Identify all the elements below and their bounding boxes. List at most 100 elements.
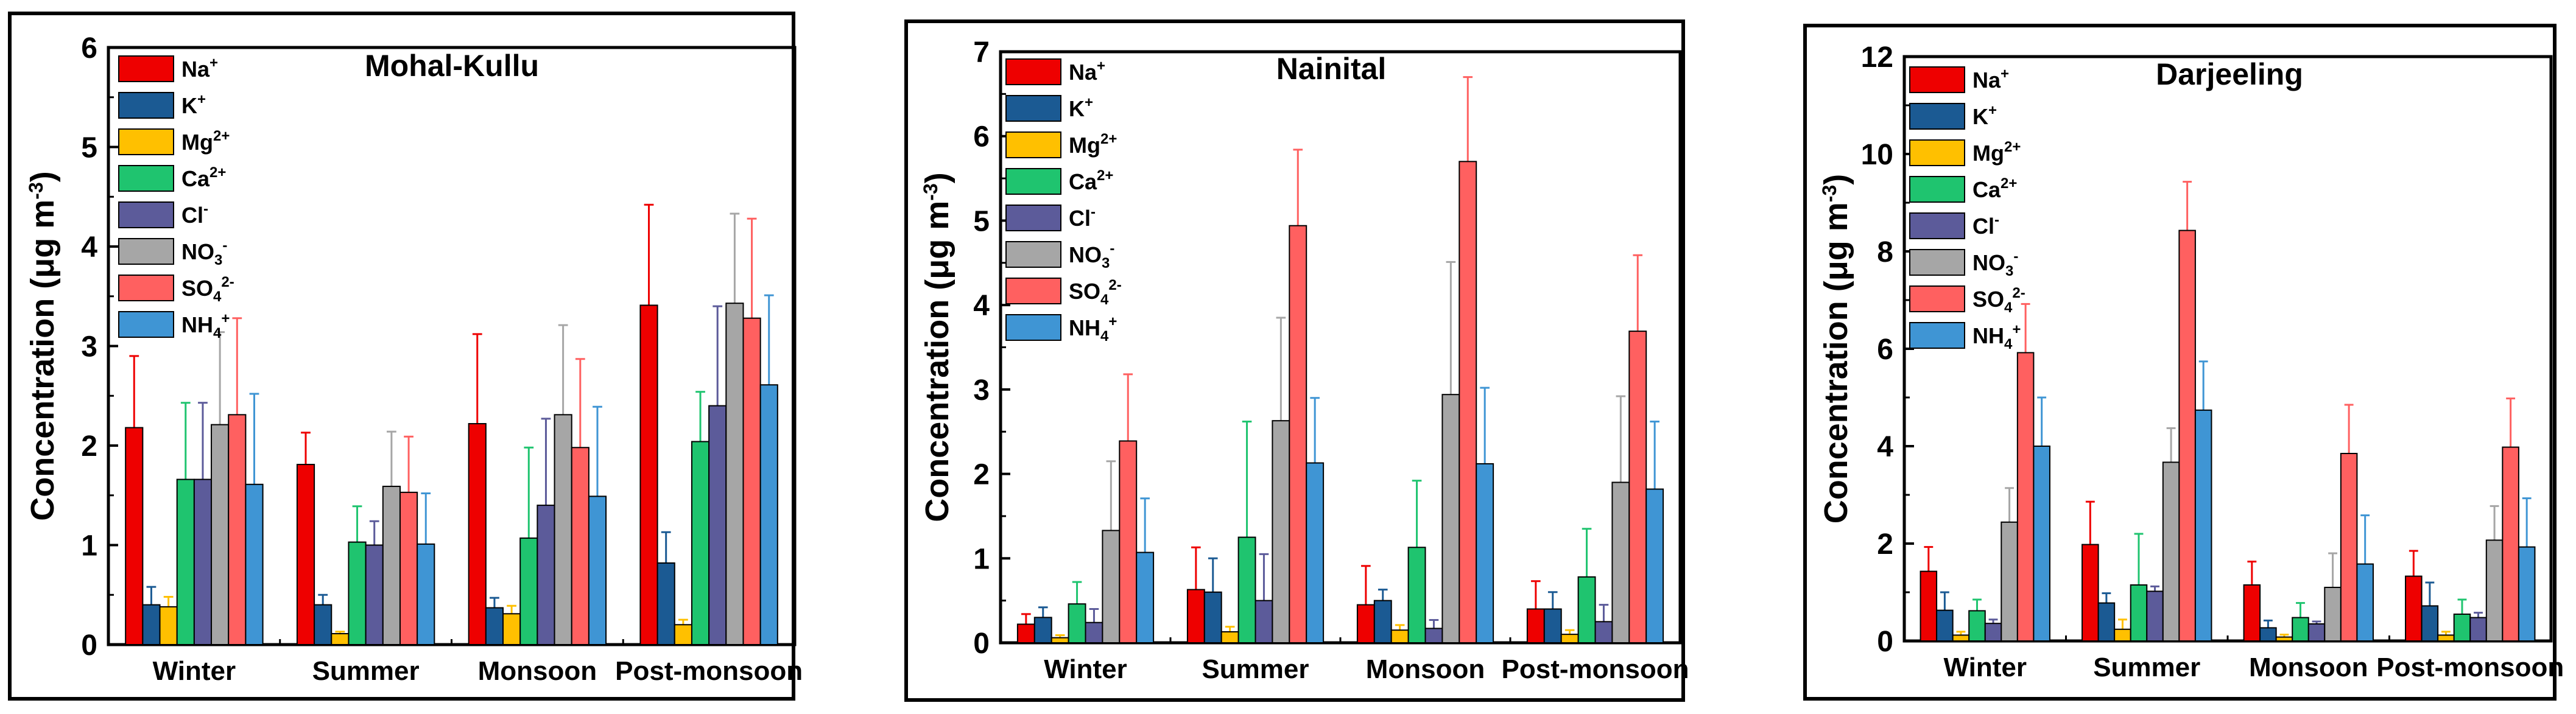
bar [2033, 446, 2050, 642]
bar [1611, 481, 1630, 643]
x-category-label: Post-monsoon [615, 656, 803, 686]
y-tick-label: 8 [1877, 236, 1893, 268]
bar [2437, 634, 2455, 642]
bar [554, 414, 572, 645]
bar [2356, 563, 2374, 642]
x-category-label: Post-monsoon [1502, 654, 1689, 684]
legend-label: Na+ [1972, 66, 2009, 93]
bar [348, 541, 367, 645]
bar [1186, 589, 1205, 643]
y-tick-label: 6 [973, 121, 990, 153]
bar [211, 424, 230, 645]
bar [1526, 608, 1545, 643]
bar [2485, 539, 2504, 642]
y-tick-label: 4 [81, 231, 97, 264]
bar [485, 607, 504, 646]
bar [537, 505, 555, 645]
legend-label: NO3- [181, 237, 227, 268]
bar [2194, 409, 2212, 642]
legend-swatch [1005, 58, 1061, 85]
bar [468, 423, 487, 646]
bar [2097, 602, 2116, 642]
bar [1441, 394, 1460, 643]
y-tick-label: 2 [81, 430, 97, 463]
y-tick-label: 5 [973, 205, 990, 237]
legend-swatch [1909, 139, 1965, 166]
bar [1577, 576, 1596, 643]
bar [382, 486, 401, 645]
x-category-label: Summer [1202, 654, 1309, 684]
y-tick-label: 0 [81, 629, 97, 662]
y-tick-label: 1 [973, 543, 990, 575]
bar [2162, 461, 2180, 642]
x-category-label: Post-monsoon [2376, 653, 2564, 682]
bar [296, 464, 315, 645]
legend-label: NO3- [1972, 248, 2018, 279]
legend-label: Ca2+ [1069, 167, 1113, 194]
bar [571, 447, 589, 646]
legend-swatch [1909, 322, 1965, 349]
bar [142, 604, 161, 645]
legend-swatch [118, 92, 174, 119]
y-tick-label: 3 [973, 374, 990, 407]
bar [2307, 623, 2326, 642]
bar [1373, 600, 1392, 644]
y-tick-label: 10 [1861, 139, 1893, 171]
bar [1952, 634, 1970, 642]
bar [1016, 623, 1035, 644]
legend-swatch [1909, 176, 1965, 203]
bar [1628, 331, 1647, 643]
bar [1102, 530, 1121, 644]
legend-label: SO42- [1069, 277, 1122, 308]
bar [1920, 570, 1938, 642]
bar [176, 478, 195, 646]
y-tick-label: 0 [1877, 626, 1893, 658]
bar [1203, 591, 1222, 643]
legend-swatch [1909, 103, 1965, 130]
bar [1085, 621, 1103, 643]
legend-label: K+ [1069, 94, 1093, 121]
bar [1119, 440, 1138, 643]
bar [519, 537, 538, 645]
bar [314, 604, 333, 645]
legend-label: NH4+ [1069, 313, 1117, 345]
bar [2178, 229, 2196, 642]
chart-title: Nainital [1276, 52, 1387, 86]
x-category-label: Monsoon [1366, 654, 1485, 684]
legend-label: Ca2+ [181, 164, 226, 191]
bar [2001, 521, 2018, 642]
y-tick-label: 3 [81, 331, 97, 363]
y-axis-label: Concentration (μg m-3) [919, 172, 955, 522]
legend-label: Mg2+ [181, 128, 230, 155]
legend-swatch [1005, 131, 1061, 158]
legend-swatch [1909, 212, 1965, 239]
bar [1594, 621, 1613, 643]
bar [2016, 352, 2035, 642]
bar [1390, 629, 1409, 644]
bar [1220, 631, 1239, 644]
bar [2340, 453, 2358, 642]
bar [759, 384, 778, 645]
legend-label: Cl- [181, 201, 208, 228]
legend-label: Cl- [1972, 212, 1999, 239]
x-category-label: Summer [2093, 653, 2200, 682]
bar [331, 633, 350, 646]
bar [1289, 225, 1307, 644]
bar [1272, 420, 1290, 644]
bar [1968, 610, 1986, 642]
legend-label: SO42- [1972, 285, 2025, 316]
legend-swatch [118, 238, 174, 265]
bar [1255, 600, 1273, 644]
legend-swatch [1005, 95, 1061, 122]
legend-label: Na+ [181, 55, 218, 82]
bar [708, 405, 727, 645]
bar [1050, 637, 1069, 643]
legend-swatch [1909, 249, 1965, 276]
legend-swatch [118, 165, 174, 192]
legend-swatch [118, 55, 174, 82]
bar [2130, 584, 2148, 642]
bar [656, 562, 675, 645]
bar [1356, 604, 1375, 643]
x-category-label: Winter [1044, 654, 1127, 684]
bar [159, 606, 178, 645]
